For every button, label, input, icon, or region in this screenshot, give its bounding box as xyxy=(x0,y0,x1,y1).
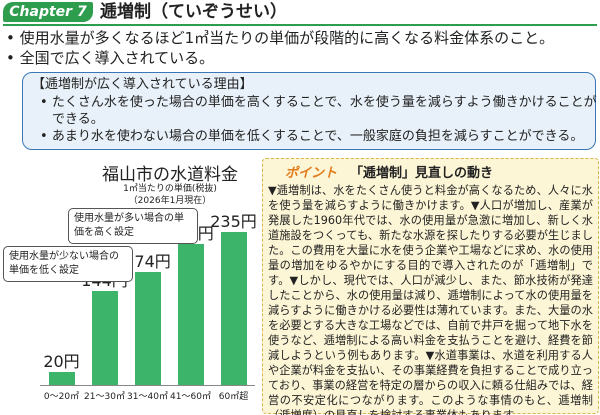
annotation: 使用水量が少ない場合の単価を低く設定 xyxy=(3,246,133,282)
chapter-badge: Chapter 7 xyxy=(3,2,93,22)
bullet-text: 使用水量が多くなるほど1㎥当たりの単価が段階的に高くなる料金体系のこと。 xyxy=(19,29,555,47)
bullet: • 全国で広く導入されている。 xyxy=(6,49,215,67)
value-label: 174円 xyxy=(124,251,171,271)
chart-note: （2026年1月現在） xyxy=(128,196,212,206)
bar xyxy=(134,271,161,385)
bar xyxy=(220,232,247,385)
bar xyxy=(48,371,75,385)
point-title: 「逓増制」見直しの動き xyxy=(350,166,494,181)
chart-title: 福山市の水道料金 xyxy=(102,165,238,185)
x-tick-label: 41～60㎥ xyxy=(170,392,211,402)
reason-box xyxy=(22,72,596,150)
reason-text: あまり水を使わない場合の単価を低くすることで、一般家庭の負担を減らすことができる… xyxy=(51,129,584,144)
bar xyxy=(91,291,118,385)
bar xyxy=(177,243,204,385)
title-rule xyxy=(3,24,597,26)
reason-item: • たくさん水を使った場合の単価を高くすることで、水を使う量を減らすよう働きかけ… xyxy=(40,95,597,127)
x-tick-label: 21～30㎥ xyxy=(84,392,125,402)
reason-heading: 【逓増制が広く導入されている理由】 xyxy=(32,77,253,92)
x-tick-label: 0～20㎥ xyxy=(43,392,80,402)
x-tick-label: 31～40㎥ xyxy=(127,392,168,402)
x-tick-label: 60㎥超 xyxy=(218,392,249,402)
reason-text: たくさん水を使った場合の単価を高くすることで、水を使う量を減らすよう働きかけるこ… xyxy=(51,95,597,127)
point-label: ポイント xyxy=(285,166,338,181)
annotation: 使用水量が多い場合の単価を高く設定 xyxy=(68,208,198,244)
value-label: 20円 xyxy=(43,351,80,371)
baseline xyxy=(40,385,255,386)
point-panel xyxy=(262,158,599,414)
page-title: 逓増制（ていぞうせい） xyxy=(100,2,287,22)
point-body: ▼逓増制は、水をたくさん使うと料金が高くなるため、人々に水を使う量を減らすように… xyxy=(268,184,593,415)
chart-subtitle: 1㎥当たりの単価(税抜) xyxy=(123,184,217,194)
bullet-text: 全国で広く導入されている。 xyxy=(19,49,215,67)
bullet: • 使用水量が多くなるほど1㎥当たりの単価が段階的に高くなる料金体系のこと。 xyxy=(6,29,555,47)
value-label: 235円 xyxy=(210,212,257,231)
reason-item: • あまり水を使わない場合の単価を低くすることで、一般家庭の負担を減らすことがで… xyxy=(40,129,584,144)
